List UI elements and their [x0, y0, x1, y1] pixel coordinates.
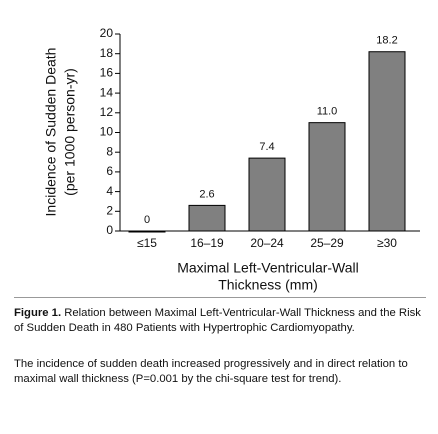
y-tick-label: 10	[100, 125, 114, 139]
y-axis-label: Incidence of Sudden Death	[43, 48, 59, 217]
bar	[368, 51, 406, 232]
x-tick-label: 25–29	[310, 236, 344, 250]
x-tick-label: 16–19	[190, 236, 224, 250]
x-axis-label: Thickness (mm)	[218, 277, 318, 293]
caption-title-text: Relation between Maximal Left-Ventricula…	[14, 307, 421, 334]
y-tick-label: 16	[100, 66, 114, 80]
bar	[128, 230, 166, 233]
x-tick-label: ≤15	[137, 236, 157, 250]
caption-title: Figure 1. Relation between Maximal Left-…	[14, 306, 426, 335]
y-tick-label: 0	[106, 223, 113, 237]
y-tick-label: 20	[100, 26, 114, 40]
x-tick-label: ≥30	[377, 236, 397, 250]
y-tick-label: 14	[100, 85, 114, 99]
bar	[188, 204, 226, 232]
chart: 0 2 4 6 8 10 12 14 16 18 20 Incidence of Sudden Dea…	[43, 26, 420, 293]
value-label: 2.6	[199, 188, 214, 200]
bar	[308, 122, 346, 232]
y-tick-label: 2	[106, 203, 113, 217]
bar	[248, 157, 286, 232]
y-tick-label: 18	[100, 46, 114, 60]
value-label: 18.2	[376, 35, 397, 47]
y-tick-label: 6	[106, 164, 113, 178]
y-tick-label: 4	[106, 184, 113, 198]
x-axis-label: Maximal Left-Ventricular-Wall	[177, 260, 359, 276]
figure-label: Figure 1.	[14, 307, 62, 319]
y-tick-label: 8	[106, 144, 113, 158]
y-tick-label: 12	[100, 105, 114, 119]
value-label: 7.4	[259, 141, 274, 153]
value-label: 11.0	[317, 106, 338, 118]
divider	[14, 297, 426, 298]
y-axis-label: (per 1000 person-yr)	[62, 68, 78, 196]
caption-text: The incidence of sudden death increased …	[14, 358, 408, 385]
value-label: 0	[144, 214, 150, 226]
x-tick-label: 20–24	[250, 236, 284, 250]
